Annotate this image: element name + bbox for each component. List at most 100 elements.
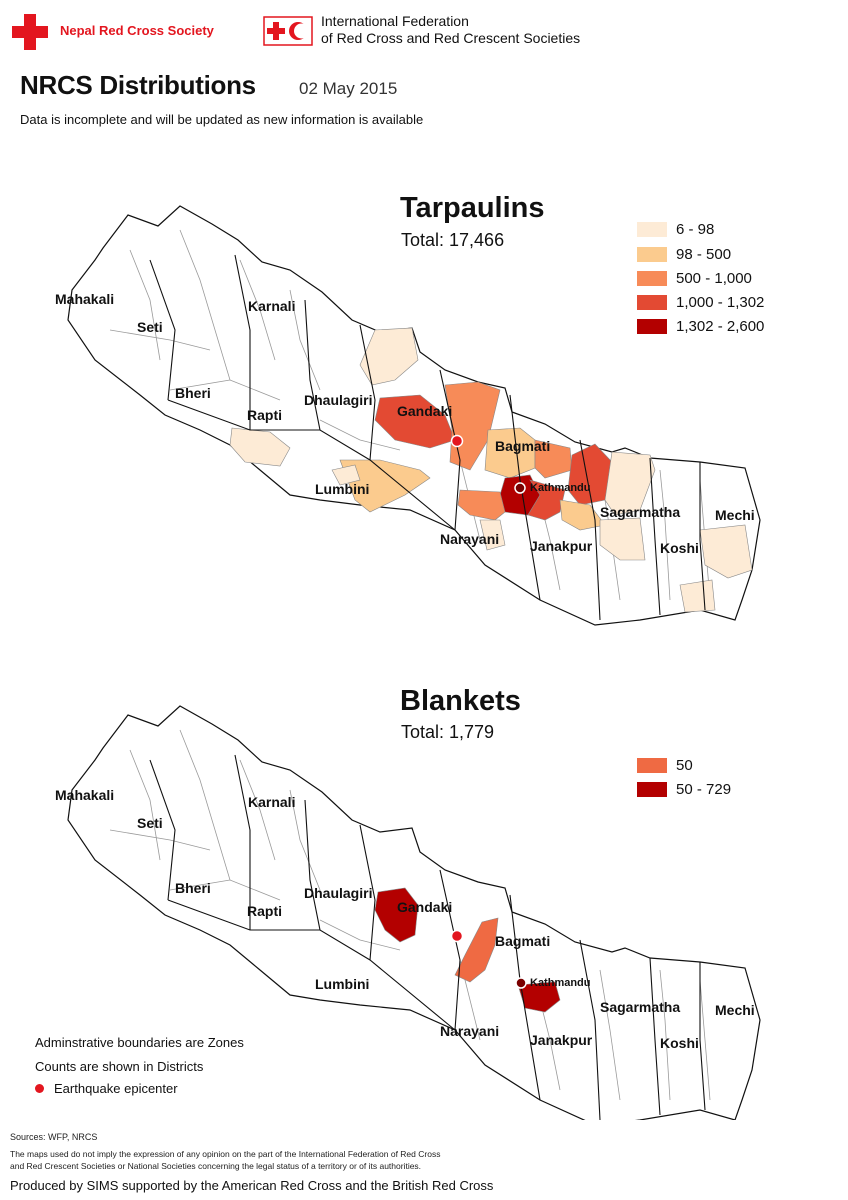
legend-label: 50	[676, 757, 693, 774]
zone-label: Bheri	[175, 385, 211, 401]
disclaimer-line1: The maps used do not imply the expressio…	[10, 1149, 441, 1159]
district-gorkha	[444, 381, 501, 471]
zone-label: Gandaki	[397, 899, 452, 915]
ifrc-logo	[263, 16, 313, 46]
legend-swatch	[637, 271, 667, 286]
legend-item: 1,302 - 2,600	[637, 318, 764, 335]
kathmandu-marker	[515, 977, 527, 989]
page-title: NRCS Distributions	[20, 70, 256, 100]
legend-item: 6 - 98	[637, 221, 714, 238]
ifrc-name-line1: International Federation	[321, 13, 469, 29]
zone-labels: Mahakali Seti Karnali Bheri Rapti Dhaula…	[55, 291, 755, 556]
zone-label: Bheri	[175, 880, 211, 896]
legend-label: 1,302 - 2,600	[676, 318, 765, 335]
legend-item: 50 - 729	[637, 781, 731, 798]
legend-label: 6 - 98	[676, 221, 715, 238]
zone-label: Rapti	[247, 407, 282, 423]
zone-label: Seti	[137, 319, 163, 335]
city-label: Kathmandu	[530, 977, 591, 989]
kathmandu-marker	[514, 482, 526, 494]
zone-label: Sagarmatha	[600, 999, 680, 1015]
district-kaski	[374, 394, 456, 449]
zone-label: Koshi	[660, 540, 699, 556]
zone-boundaries	[149, 254, 706, 621]
legend-item: 500 - 1,000	[637, 270, 752, 287]
tarpaulins-total: Total: 17,466	[401, 230, 505, 250]
district-kavre	[527, 479, 566, 521]
district-rasuwa	[479, 519, 506, 551]
zone-label: Koshi	[660, 1035, 699, 1051]
legend-label: 50 - 729	[676, 781, 732, 798]
district-fills	[374, 887, 561, 1013]
page-date: 02 May 2015	[299, 79, 398, 98]
city-label: Kathmandu	[530, 482, 591, 494]
zone-label: Mechi	[715, 1002, 755, 1018]
zone-label: Dhaulagiri	[304, 392, 372, 408]
legend-swatch	[637, 758, 667, 773]
sources: Sources: WFP, NRCS	[10, 1132, 98, 1142]
legend-item: 50	[637, 757, 693, 774]
legend-item: 98 - 500	[637, 246, 731, 263]
legend-swatch	[637, 319, 667, 334]
zone-label: Narayani	[440, 531, 499, 547]
district-mustang	[359, 327, 419, 386]
district-baglung	[229, 427, 291, 467]
zone-label: Karnali	[248, 794, 295, 810]
district-fills	[229, 327, 753, 613]
note-boundaries: Adminstrative boundaries are Zones	[35, 1035, 244, 1050]
epicenter-dot-icon	[35, 1084, 44, 1093]
zone-label: Janakpur	[530, 1032, 593, 1048]
blankets-total: Total: 1,779	[401, 722, 495, 742]
zone-label: Seti	[137, 815, 163, 831]
district-dhading	[454, 917, 499, 983]
legend-swatch	[637, 247, 667, 262]
epicenter-marker	[450, 434, 464, 448]
district-sindhuli	[559, 499, 606, 531]
zone-label: Karnali	[248, 298, 295, 314]
district-kaski	[374, 887, 419, 943]
cross-crescent-icon	[263, 16, 313, 46]
disclaimer: The maps used do not imply the expressio…	[10, 1148, 440, 1172]
zone-label: Bagmati	[495, 438, 550, 454]
district-palpa	[331, 464, 361, 486]
district-nuwakot	[534, 439, 573, 479]
blankets-title: Blankets	[400, 685, 521, 717]
epicenter-label: Earthquake epicenter	[54, 1081, 178, 1096]
legend-label: 1,000 - 1,302	[676, 294, 765, 311]
nrcs-name: Nepal Red Cross Society	[60, 23, 214, 38]
district-dolakha	[604, 451, 656, 516]
zone-label: Mechi	[715, 507, 755, 523]
nrcs-logo	[12, 14, 48, 50]
zone-label: Mahakali	[55, 787, 114, 803]
district-okhaldhunga	[599, 517, 646, 561]
zone-label: Lumbini	[315, 976, 369, 992]
zone-label: Dhaulagiri	[304, 885, 372, 901]
blankets-map: Mahakali Seti Karnali Bheri Rapti Dhaula…	[55, 705, 761, 1120]
ifrc-name: International Federation of Red Cross an…	[321, 13, 580, 47]
legend-swatch	[637, 782, 667, 797]
legend-label: 98 - 500	[676, 246, 732, 263]
legend-label: 500 - 1,000	[676, 270, 752, 287]
note-epicenter: Earthquake epicenter	[35, 1081, 178, 1096]
district-boundaries	[109, 729, 711, 1101]
disclaimer-line2: and Red Crescent Societies or National S…	[10, 1161, 422, 1171]
zone-label: Sagarmatha	[600, 504, 680, 520]
zone-label: Mahakali	[55, 291, 114, 307]
note-counts: Counts are shown in Districts	[35, 1059, 204, 1074]
red-cross-icon	[12, 14, 48, 50]
district-sankhuwasabha	[699, 524, 753, 579]
zone-label: Gandaki	[397, 403, 452, 419]
district-tanahu	[339, 459, 431, 513]
zone-label: Narayani	[440, 1023, 499, 1039]
zone-label: Janakpur	[530, 538, 593, 554]
zone-label: Rapti	[247, 903, 282, 919]
tarpaulins-title: Tarpaulins	[400, 192, 545, 224]
legend-swatch	[637, 295, 667, 310]
district-ilam	[679, 579, 716, 613]
zone-labels: Mahakali Seti Karnali Bheri Rapti Dhaula…	[55, 787, 755, 1051]
tarpaulins-map: Mahakali Seti Karnali Bheri Rapti Dhaula…	[55, 205, 761, 626]
legend-swatch	[637, 222, 667, 237]
zone-label: Lumbini	[315, 481, 369, 497]
zone-label: Bagmati	[495, 933, 550, 949]
legend-item: 1,000 - 1,302	[637, 294, 764, 311]
